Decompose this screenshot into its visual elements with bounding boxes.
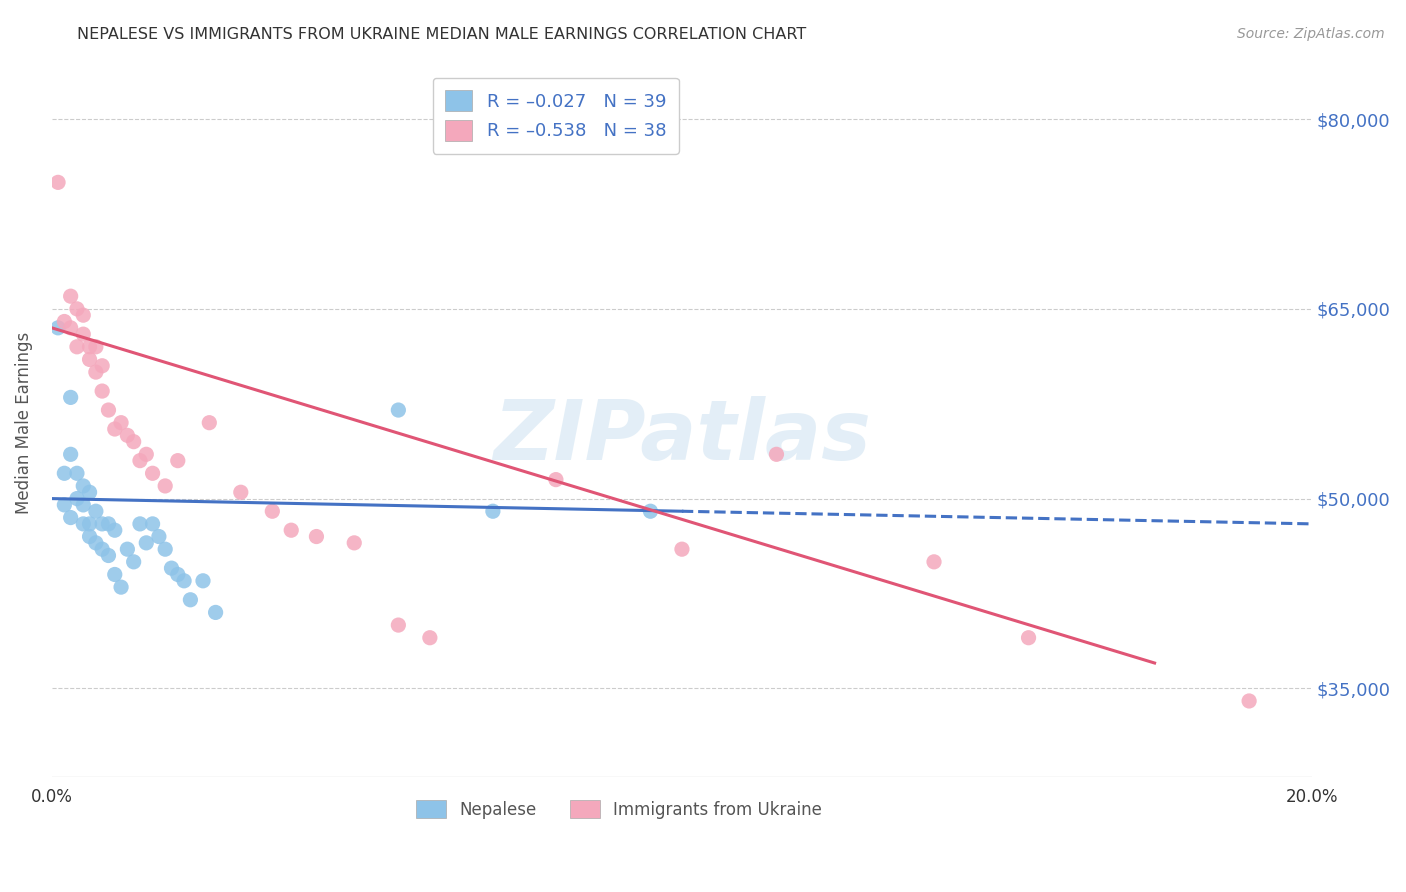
Point [387, 403, 409, 417]
Point [59, 289, 82, 303]
Point [72, 498, 94, 512]
Point [104, 523, 127, 537]
Point [148, 529, 170, 543]
Point [640, 504, 662, 518]
Point [53, 314, 76, 328]
Point [66, 340, 89, 354]
Point [79, 485, 101, 500]
Point [122, 555, 145, 569]
Point [72, 308, 94, 322]
Point [387, 618, 409, 632]
Point [66, 467, 89, 481]
Point [53, 467, 76, 481]
Point [66, 491, 89, 506]
Point [59, 391, 82, 405]
Point [79, 340, 101, 354]
Point [53, 498, 76, 512]
Point [135, 536, 157, 550]
Point [153, 479, 176, 493]
Point [198, 416, 221, 430]
Point [166, 453, 188, 467]
Point [1237, 694, 1260, 708]
Point [262, 504, 284, 518]
Point [72, 327, 94, 342]
Point [129, 453, 152, 467]
Point [229, 485, 252, 500]
Point [110, 416, 132, 430]
Point [84, 340, 107, 354]
Point [142, 516, 165, 531]
Point [544, 473, 567, 487]
Point [117, 542, 139, 557]
Point [122, 434, 145, 449]
Point [79, 529, 101, 543]
Point [104, 422, 127, 436]
Point [66, 301, 89, 316]
Point [671, 542, 693, 557]
Legend: Nepalese, Immigrants from Ukraine: Nepalese, Immigrants from Ukraine [409, 793, 828, 825]
Point [765, 447, 787, 461]
Point [166, 567, 188, 582]
Point [72, 516, 94, 531]
Point [129, 516, 152, 531]
Point [84, 365, 107, 379]
Point [46, 321, 69, 335]
Point [204, 606, 226, 620]
Point [97, 516, 120, 531]
Point [922, 555, 945, 569]
Point [84, 536, 107, 550]
Y-axis label: Median Male Earnings: Median Male Earnings [15, 332, 32, 514]
Point [117, 428, 139, 442]
Point [305, 529, 328, 543]
Point [59, 510, 82, 524]
Point [482, 504, 505, 518]
Point [59, 321, 82, 335]
Point [179, 592, 201, 607]
Point [97, 549, 120, 563]
Point [91, 516, 114, 531]
Point [1018, 631, 1040, 645]
Text: NEPALESE VS IMMIGRANTS FROM UKRAINE MEDIAN MALE EARNINGS CORRELATION CHART: NEPALESE VS IMMIGRANTS FROM UKRAINE MEDI… [77, 27, 807, 42]
Point [104, 567, 127, 582]
Point [91, 359, 114, 373]
Point [419, 631, 441, 645]
Point [110, 580, 132, 594]
Point [79, 516, 101, 531]
Point [72, 479, 94, 493]
Point [191, 574, 214, 588]
Point [91, 542, 114, 557]
Point [173, 574, 195, 588]
Point [280, 523, 302, 537]
Point [142, 467, 165, 481]
Point [97, 403, 120, 417]
Text: ZIPatlas: ZIPatlas [494, 396, 870, 477]
Point [153, 542, 176, 557]
Point [59, 447, 82, 461]
Point [343, 536, 366, 550]
Point [135, 447, 157, 461]
Text: Source: ZipAtlas.com: Source: ZipAtlas.com [1237, 27, 1385, 41]
Point [160, 561, 183, 575]
Point [91, 384, 114, 398]
Point [79, 352, 101, 367]
Point [46, 175, 69, 189]
Point [84, 504, 107, 518]
